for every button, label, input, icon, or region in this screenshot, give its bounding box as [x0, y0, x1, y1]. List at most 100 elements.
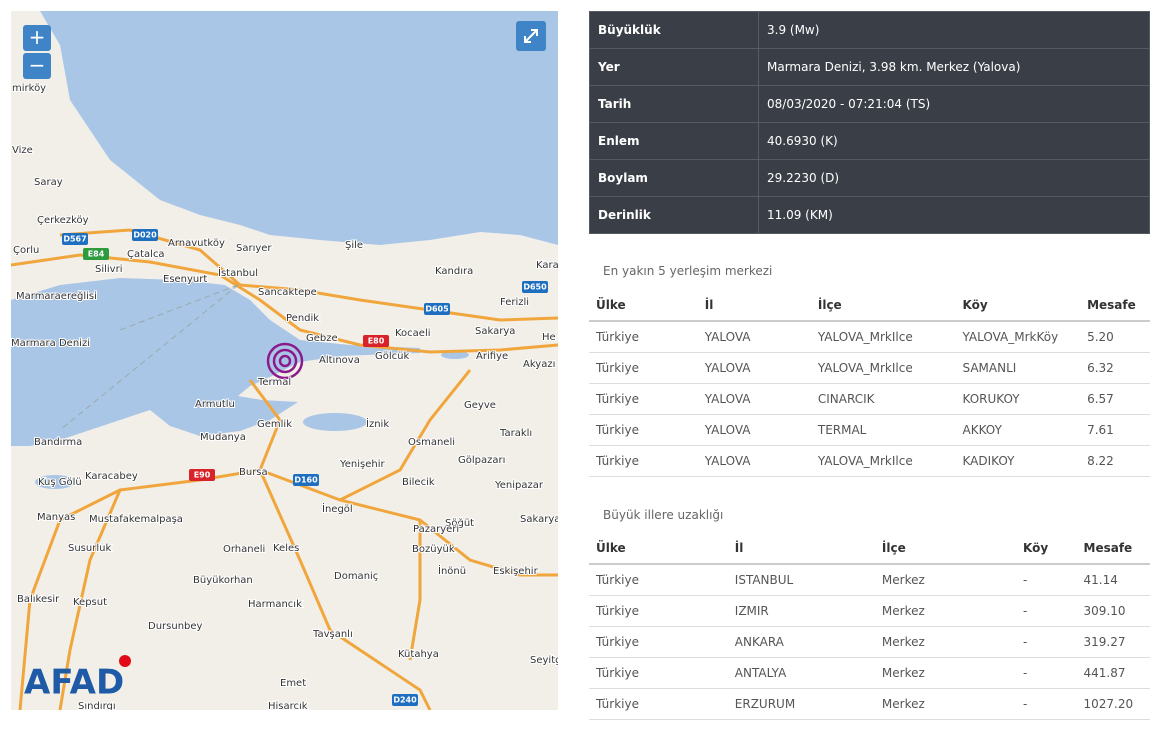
road-shield — [132, 229, 158, 241]
table-cell: Türkiye — [589, 414, 698, 446]
table-cell: YALOVA_MrkIlce — [810, 352, 956, 384]
place-label: Termal — [257, 377, 291, 388]
road-shield — [189, 469, 215, 481]
detail-value: 3.9 (Mw) — [758, 11, 1150, 49]
detail-row: Enlem 40.6930 (K) — [589, 122, 1150, 160]
table-cell: 6.32 — [1080, 352, 1150, 384]
road-label: D567 — [63, 235, 86, 244]
table-row: Türkiye YALOVA YALOVA_MrkIlce YALOVA_MrkKöy… — [589, 321, 1150, 353]
column-header: Köy — [955, 290, 1081, 322]
detail-value: Marmara Denizi, 3.98 km. Merkez (Yalova) — [758, 48, 1150, 86]
table-cell: - — [1016, 657, 1077, 689]
place-label: Çorlu — [13, 245, 39, 256]
place-label: Şile — [345, 240, 363, 251]
detail-row: Büyüklük 3.9 (Mw) — [589, 11, 1150, 49]
detail-label: Enlem — [589, 122, 759, 160]
detail-label: Büyüklük — [589, 11, 759, 49]
table-cell: YALOVA_MrkIlce — [810, 321, 956, 353]
nearest-table: Ülke İl İlçe Köy Mesafe Türkiye YALOVA YALOVA_M… — [589, 290, 1150, 477]
place-label: Hisarcık — [268, 701, 308, 712]
road-shield — [392, 694, 418, 706]
table-cell: - — [1016, 595, 1077, 627]
column-header: Mesafe — [1080, 290, 1150, 322]
table-cell: YALOVA — [697, 414, 811, 446]
table-cell: Türkiye — [589, 595, 728, 627]
place-label: Vize — [12, 145, 33, 156]
place-label: Altınova — [319, 355, 360, 366]
place-label: İznik — [366, 417, 389, 430]
place-label: Kepsut — [73, 597, 107, 608]
cities-table: Ülke İl İlçe Köy Mesafe Türkiye ISTANBUL Merkez… — [589, 533, 1150, 720]
table-cell: IZMIR — [727, 595, 875, 627]
table-cell: ERZURUM — [727, 688, 875, 720]
table-cell: - — [1016, 626, 1077, 658]
place-label: Dursunbey — [148, 621, 203, 632]
place-label: Bandırma — [34, 437, 82, 448]
road-shield — [83, 248, 109, 260]
table-cell: 8.22 — [1080, 445, 1150, 477]
road-shield — [62, 233, 88, 245]
place-label: Kocaeli — [395, 328, 431, 339]
table-cell: YALOVA_MrkIlce — [810, 445, 956, 477]
column-header: Mesafe — [1076, 533, 1150, 565]
road-label: E90 — [194, 471, 211, 480]
place-label: Sakarya — [520, 514, 560, 525]
place-label: Taraklı — [499, 428, 532, 439]
table-cell: YALOVA — [697, 321, 811, 353]
place-label: Esenyurt — [163, 274, 207, 285]
place-label: Mudanya — [200, 432, 246, 443]
table-row: Türkiye ANTALYA Merkez -441.87 — [589, 657, 1150, 689]
table-cell: Merkez — [874, 626, 1017, 658]
table-cell: Merkez — [874, 595, 1017, 627]
detail-label: Yer — [589, 48, 759, 86]
detail-row: Yer Marmara Denizi, 3.98 km. Merkez (Yalo… — [589, 48, 1150, 86]
place-label: Sakarya — [475, 326, 515, 337]
place-label: Kandıra — [435, 266, 473, 277]
table-cell: Merkez — [874, 657, 1017, 689]
place-label: Akyazı — [523, 359, 555, 370]
table-cell: YALOVA_MrkKöy — [955, 321, 1081, 353]
table-cell: 1027.20 — [1076, 688, 1150, 720]
road-label: D160 — [294, 476, 318, 485]
place-label: Seyitg — [530, 655, 560, 666]
place-label: Gölcük — [375, 351, 409, 362]
map: mirköy Vize Saray Çerkezköy Çorlu Çatalca Sili… — [11, 11, 560, 712]
place-label: Bilecik — [402, 477, 435, 488]
place-label: Domaniç — [334, 571, 378, 582]
zoom-out[interactable]: − — [23, 53, 51, 79]
place-label: Osmaneli — [408, 437, 455, 448]
place-label: İnegöl — [322, 502, 353, 515]
details-table: Büyüklük 3.9 (Mw) Yer Marmara Denizi, 3.98 … — [589, 11, 1150, 234]
place-label: Armutlu — [195, 399, 235, 410]
detail-row: Tarih 08/03/2020 - 07:21:04 (TS) — [589, 85, 1150, 123]
place-label: Saray — [34, 177, 63, 188]
place-label: Sındırgı — [78, 701, 116, 712]
place-label: Eskişehir — [493, 566, 539, 577]
place-label: Balıkesir — [17, 594, 60, 605]
table-row: Türkiye YALOVA TERMAL AKKOY 7.61 — [589, 414, 1150, 446]
place-label: mirköy — [12, 83, 46, 94]
table-row: Türkiye ISTANBUL Merkez -41.14 — [589, 564, 1150, 596]
place-label: Çerkezköy — [37, 215, 89, 226]
detail-label: Boylam — [589, 159, 759, 197]
table-cell: Türkiye — [589, 688, 728, 720]
place-label: Gölpazarı — [458, 455, 505, 466]
place-label: He — [542, 332, 556, 343]
road-label: D240 — [393, 696, 417, 705]
table-cell: AKKOY — [955, 414, 1081, 446]
table-cell: Türkiye — [589, 352, 698, 384]
place-label: Pendik — [286, 313, 319, 324]
road-label: D650 — [523, 283, 547, 292]
table-row: Türkiye IZMIR Merkez -309.10 — [589, 595, 1150, 627]
zoom-in[interactable]: + — [23, 25, 51, 51]
table-cell: - — [1016, 564, 1077, 596]
table-cell: ANKARA — [727, 626, 875, 658]
table-row: Türkiye YALOVA YALOVA_MrkIlce KADIKOY 8.22 — [589, 445, 1150, 477]
fullscreen-button[interactable] — [516, 21, 546, 51]
place-label: Pazaryeri — [413, 524, 459, 535]
place-label: Emet — [280, 678, 306, 689]
caption: En yakın 5 yerleşim merkezi — [603, 264, 773, 278]
place-label: Gemlik — [257, 419, 292, 430]
place-label: Bozüyük — [412, 544, 455, 555]
